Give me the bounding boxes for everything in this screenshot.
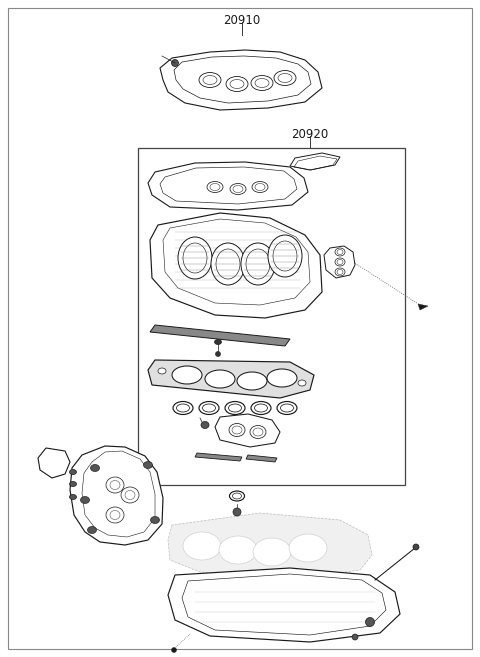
Ellipse shape — [241, 243, 275, 285]
Polygon shape — [160, 50, 322, 110]
Ellipse shape — [151, 516, 159, 524]
Ellipse shape — [252, 181, 268, 193]
Ellipse shape — [201, 422, 209, 428]
Polygon shape — [70, 446, 163, 545]
Ellipse shape — [274, 70, 296, 85]
Ellipse shape — [215, 340, 221, 344]
Ellipse shape — [352, 634, 358, 640]
Ellipse shape — [250, 426, 266, 438]
Ellipse shape — [253, 538, 291, 566]
Ellipse shape — [205, 370, 235, 388]
Polygon shape — [168, 513, 372, 578]
Ellipse shape — [183, 532, 221, 560]
Polygon shape — [290, 153, 340, 170]
Text: 20920: 20920 — [291, 128, 329, 141]
Bar — [138, 148, 405, 485]
Text: 20910: 20910 — [223, 14, 261, 27]
Ellipse shape — [81, 497, 89, 503]
Ellipse shape — [365, 618, 374, 627]
Ellipse shape — [251, 76, 273, 91]
Polygon shape — [150, 213, 322, 318]
Ellipse shape — [171, 60, 179, 66]
Ellipse shape — [172, 366, 202, 384]
Ellipse shape — [70, 495, 76, 499]
Ellipse shape — [219, 536, 257, 564]
Polygon shape — [148, 360, 314, 398]
Polygon shape — [324, 246, 355, 278]
Ellipse shape — [335, 268, 345, 276]
Ellipse shape — [199, 72, 221, 87]
Polygon shape — [168, 568, 400, 642]
Polygon shape — [215, 414, 280, 447]
Ellipse shape — [106, 507, 124, 523]
Ellipse shape — [268, 235, 302, 277]
Ellipse shape — [413, 544, 419, 550]
Ellipse shape — [211, 243, 245, 285]
Ellipse shape — [70, 470, 76, 474]
Ellipse shape — [335, 248, 345, 256]
Polygon shape — [195, 453, 242, 461]
Ellipse shape — [216, 351, 220, 357]
Ellipse shape — [121, 487, 139, 503]
Ellipse shape — [298, 380, 306, 386]
Ellipse shape — [144, 461, 153, 468]
Ellipse shape — [335, 258, 345, 266]
Ellipse shape — [289, 534, 327, 562]
Polygon shape — [246, 455, 277, 462]
Ellipse shape — [226, 76, 248, 91]
Polygon shape — [148, 162, 308, 210]
Ellipse shape — [233, 508, 241, 516]
Polygon shape — [150, 325, 290, 346]
Polygon shape — [418, 304, 428, 310]
Ellipse shape — [87, 526, 96, 533]
Ellipse shape — [178, 237, 212, 279]
Ellipse shape — [267, 369, 297, 387]
Ellipse shape — [70, 482, 76, 486]
Ellipse shape — [158, 368, 166, 374]
Ellipse shape — [230, 183, 246, 194]
Ellipse shape — [237, 372, 267, 390]
Ellipse shape — [207, 181, 223, 193]
Ellipse shape — [91, 464, 99, 472]
Ellipse shape — [106, 477, 124, 493]
Ellipse shape — [229, 424, 245, 436]
Ellipse shape — [171, 648, 177, 652]
